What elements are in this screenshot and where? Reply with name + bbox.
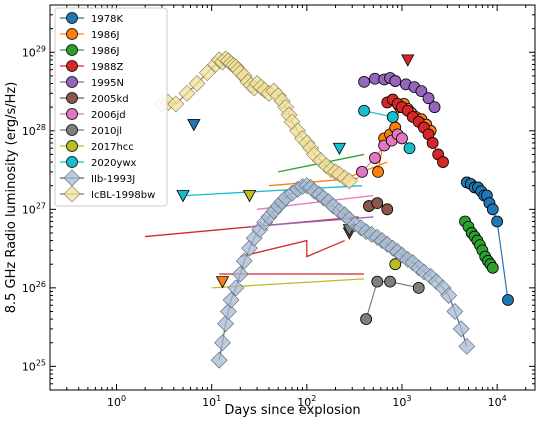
series-1-point-0: [372, 165, 384, 178]
x-tick-label: 101: [202, 394, 221, 409]
series-0-upper-limit-0: [187, 119, 201, 132]
series-1-upper-limit-0: [215, 276, 230, 289]
series-0-point-10: [502, 294, 514, 306]
legend-marker-8: [66, 140, 78, 152]
x-tick-label: 100: [107, 394, 126, 409]
series-4-point-8: [422, 92, 435, 105]
legend-label-9: 2020ywx: [91, 158, 137, 169]
series-6-point-1: [369, 152, 381, 164]
legend-marker-4: [66, 76, 78, 88]
series-10-point-47: [440, 287, 458, 304]
series-7-point-1: [371, 275, 384, 288]
y-axis: 1025 1026 1027 1028 1029: [22, 4, 535, 385]
series-11-point-41: [340, 172, 358, 190]
series-3-point-9: [426, 137, 439, 149]
series-10-point-48: [446, 303, 464, 320]
series-6-point-5: [396, 132, 408, 145]
legend-label-11: IcBL-1998bw: [91, 190, 155, 201]
series-7-point-3: [412, 281, 425, 294]
series-10-point-43: [415, 263, 433, 281]
legend-marker-2: [66, 44, 78, 56]
series-5-point-2: [381, 203, 394, 216]
series-4-point-0: [358, 75, 371, 88]
series-0-point-9: [491, 215, 504, 228]
legend-marker-7: [66, 124, 78, 136]
series-10-point-7: [235, 252, 253, 270]
series-10-point-49: [452, 320, 470, 338]
x-axis-title: Days since explosion: [224, 403, 360, 418]
series-10-point-0: [210, 351, 228, 369]
y-tick-label: 1029: [22, 44, 46, 59]
series-11-point-4: [188, 75, 206, 92]
legend-label-8: 2017hcc: [91, 142, 134, 153]
legend-label-7: 2010jl: [91, 126, 122, 137]
legend-marker-6: [66, 108, 78, 120]
series-3-point-11: [437, 156, 449, 168]
series-9-trend-line-0: [186, 185, 363, 197]
series-4-point-7: [415, 85, 428, 98]
series-0-point-8: [486, 203, 499, 216]
series-4-point-9: [428, 101, 441, 114]
series-11-point-5: [198, 64, 216, 82]
x-tick-label: 102: [297, 394, 316, 409]
legend-marker-0: [66, 12, 78, 24]
series-10-point-6: [231, 265, 249, 283]
legend-box: [54, 7, 168, 207]
legend-marker-1: [66, 28, 78, 40]
series-11-point-2: [167, 95, 185, 113]
series-8-point-0: [389, 258, 402, 271]
series-9-upper-limit-1: [176, 190, 190, 203]
plot-area: [145, 50, 514, 369]
x-axis: 100 101 102 103 104: [49, 5, 527, 409]
y-tick-label: 1028: [22, 123, 46, 138]
series-8-upper-limit-0: [242, 190, 257, 203]
series-9-point-0: [358, 104, 371, 117]
series-10-point-5: [227, 279, 245, 297]
series-7-point-0: [360, 313, 373, 325]
legend: 1978K 1986J 1986J 1988Z 1995N 2005kd 2006jd 201…: [54, 7, 168, 207]
y-axis-title: 8.5 GHz Radio luminosity (erg/s/Hz): [4, 82, 19, 314]
series-9-point-2: [403, 142, 416, 155]
series-6-point-0: [356, 165, 368, 178]
legend-marker-9: [66, 156, 78, 168]
series-5-point-1: [371, 197, 384, 210]
series-3-trend-line-1: [240, 239, 345, 258]
legend-label-10: IIb-1993J: [91, 174, 135, 185]
legend-label-0: 1978K: [91, 14, 123, 25]
legend-label-5: 2005kd: [91, 94, 129, 105]
series-10-point-1: [214, 334, 231, 352]
series-10-point-3: [219, 303, 237, 320]
legend-label-1: 1986J: [91, 30, 119, 41]
y-tick-label: 1025: [22, 358, 46, 373]
series-7-line: [365, 281, 419, 320]
series-9-point-1: [386, 111, 399, 123]
legend-marker-3: [66, 60, 78, 72]
series-3-upper-limit-0: [401, 54, 415, 67]
y-tick-label: 1026: [22, 280, 46, 295]
series-9-upper-limit-0: [332, 142, 347, 156]
legend-label-6: 2006jd: [91, 110, 126, 121]
x-tick-label: 104: [488, 394, 507, 409]
series-11-point-3: [178, 84, 196, 102]
x-tick-label: 103: [392, 394, 411, 409]
series-10-point-2: [217, 315, 234, 333]
series-10-point-50: [458, 337, 476, 355]
legend-marker-5: [66, 92, 78, 104]
series-10-point-4: [222, 291, 240, 309]
legend-marker-11: [63, 185, 81, 203]
legend-label-2: 1986J: [91, 46, 119, 57]
legend-label-4: 1995N: [91, 78, 124, 89]
series-7-point-2: [384, 275, 396, 288]
series-2-point-10: [486, 261, 499, 274]
series-4-point-4: [389, 75, 402, 87]
legend-label-3: 1988Z: [91, 62, 123, 73]
y-tick-label: 1027: [22, 201, 46, 216]
series-markers: [153, 50, 514, 369]
